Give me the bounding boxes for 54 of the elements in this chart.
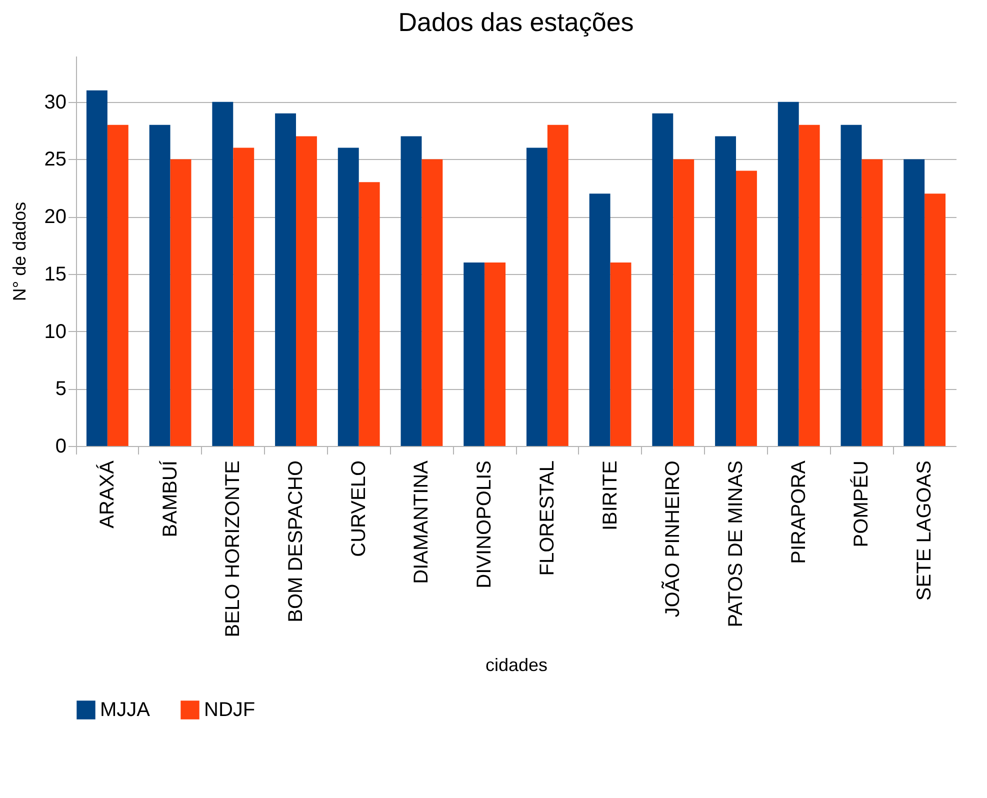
y-tick-label: 30 xyxy=(44,91,66,114)
x-tick-label: DIAMANTINA xyxy=(410,460,433,584)
y-tick-label: 20 xyxy=(44,206,66,228)
bar xyxy=(924,194,946,446)
bar xyxy=(715,136,736,446)
bar xyxy=(296,136,317,446)
bar xyxy=(484,262,506,446)
bar xyxy=(464,262,485,446)
x-tick-label: BOM DESPACHO xyxy=(285,460,307,622)
bar xyxy=(610,262,632,446)
bar xyxy=(212,102,234,446)
y-tick-label: 0 xyxy=(55,436,66,458)
bar xyxy=(170,159,192,446)
legend-label: NDJF xyxy=(204,699,256,721)
bar xyxy=(589,194,610,446)
bar xyxy=(673,159,694,446)
y-axis-title: N° de dados xyxy=(9,202,30,302)
x-tick-label: PIRAPORA xyxy=(788,460,810,564)
bar xyxy=(862,159,883,446)
legend-label: MJJA xyxy=(100,699,151,721)
bar xyxy=(338,148,359,446)
bar xyxy=(149,124,170,446)
bar xyxy=(233,148,254,446)
bar xyxy=(778,102,799,446)
bar xyxy=(107,124,128,446)
x-tick-label: IBIRITE xyxy=(599,460,622,531)
x-tick-label: BELO HORIZONTE xyxy=(222,460,244,638)
bar xyxy=(652,113,674,446)
y-tick-label: 25 xyxy=(44,148,66,171)
bar xyxy=(547,124,568,446)
bar xyxy=(798,124,820,446)
x-tick-label: JOÃO PINHEIRO xyxy=(661,460,684,618)
bar xyxy=(400,136,422,446)
chart-title: Dados das estações xyxy=(398,7,634,37)
bar xyxy=(840,124,862,446)
bar xyxy=(86,90,108,446)
y-tick-label: 10 xyxy=(44,320,66,343)
bar xyxy=(358,182,380,446)
x-tick-label: POMPÉU xyxy=(850,460,873,548)
bar xyxy=(526,148,548,446)
bar xyxy=(736,170,757,446)
y-tick-label: 15 xyxy=(44,263,66,286)
x-tick-label: ARAXÁ xyxy=(95,460,118,528)
bar xyxy=(422,159,443,446)
y-tick-label: 5 xyxy=(55,378,66,400)
x-tick-label: BAMBUÍ xyxy=(158,460,182,538)
x-tick-label: SETE LAGOAS xyxy=(914,460,936,601)
x-tick-label: CURVELO xyxy=(348,460,370,557)
x-tick-label: DIVINOPOLIS xyxy=(474,460,496,588)
x-axis-title: cidades xyxy=(485,655,548,676)
bar xyxy=(904,159,925,446)
x-tick-label: FLORESTAL xyxy=(536,460,558,576)
x-tick-label: PATOS DE MINAS xyxy=(725,460,747,628)
bar xyxy=(275,113,296,446)
